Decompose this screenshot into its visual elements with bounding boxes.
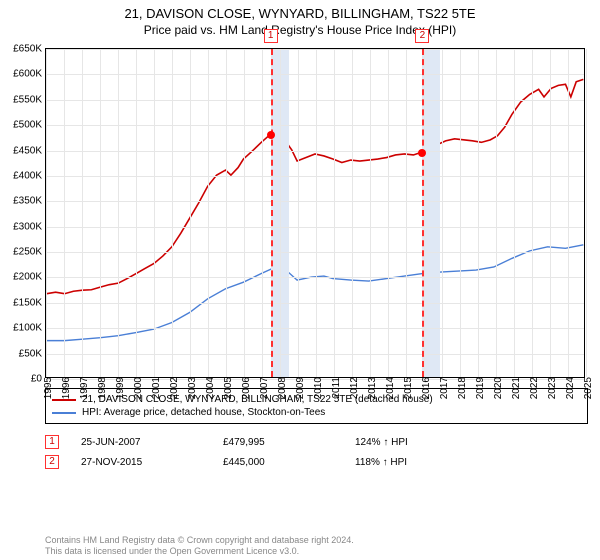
gridline-v [208,49,209,377]
gridline-v [532,49,533,377]
gridline-v [352,49,353,377]
gridline-v [82,49,83,377]
gridline-v [496,49,497,377]
y-axis-label: £350K [13,196,46,207]
gridline-h [46,176,584,177]
gridline-v [244,49,245,377]
marker-line [271,49,273,377]
footer-line-1: Contains HM Land Registry data © Crown c… [45,535,588,546]
footer-line-2: This data is licensed under the Open Gov… [45,546,588,557]
gridline-h [46,49,584,50]
transaction-price: £479,995 [223,437,333,448]
gridline-h [46,125,584,126]
legend-swatch [52,412,76,414]
transaction-row: 2 27-NOV-2015 £445,000 118% ↑ HPI [45,452,588,472]
legend-row: 21, DAVISON CLOSE, WYNYARD, BILLINGHAM, … [52,393,581,406]
gridline-v [136,49,137,377]
marker-dot [418,149,426,157]
transaction-date: 25-JUN-2007 [81,437,201,448]
attribution-footer: Contains HM Land Registry data © Crown c… [45,535,588,558]
gridline-h [46,252,584,253]
gridline-v [46,49,47,377]
transaction-row: 1 25-JUN-2007 £479,995 124% ↑ HPI [45,432,588,452]
gridline-h [46,100,584,101]
gridline-v [406,49,407,377]
y-axis-label: £650K [13,44,46,55]
gridline-v [64,49,65,377]
gridline-v [100,49,101,377]
y-axis-label: £250K [13,247,46,258]
gridline-h [46,74,584,75]
gridline-v [514,49,515,377]
gridline-v [388,49,389,377]
transaction-price: £445,000 [223,457,333,468]
gridline-v [298,49,299,377]
transaction-delta: 118% ↑ HPI [355,457,475,468]
gridline-h [46,227,584,228]
y-axis-label: £150K [13,297,46,308]
legend: 21, DAVISON CLOSE, WYNYARD, BILLINGHAM, … [45,388,588,424]
gridline-v [478,49,479,377]
gridline-v [226,49,227,377]
gridline-v [118,49,119,377]
y-axis-label: £50K [19,348,46,359]
y-axis-label: £550K [13,94,46,105]
gridline-v [460,49,461,377]
transaction-marker-box: 1 [45,435,59,449]
gridline-h [46,328,584,329]
gridline-v [334,49,335,377]
series-line [47,79,584,293]
legend-swatch [52,399,76,401]
gridline-h [46,354,584,355]
chart-subtitle: Price paid vs. HM Land Registry's House … [0,21,600,37]
marker-box: 2 [415,29,429,43]
y-axis-label: £300K [13,221,46,232]
gridline-v [262,49,263,377]
chart-title: 21, DAVISON CLOSE, WYNYARD, BILLINGHAM, … [0,0,600,21]
chart-plot-area: £0£50K£100K£150K£200K£250K£300K£350K£400… [45,48,585,378]
marker-dot [267,131,275,139]
gridline-v [280,49,281,377]
gridline-v [586,49,587,377]
gridline-v [568,49,569,377]
transaction-marker-box: 2 [45,455,59,469]
y-axis-label: £200K [13,272,46,283]
gridline-v [442,49,443,377]
y-axis-label: £600K [13,69,46,80]
y-axis-label: £500K [13,120,46,131]
gridline-h [46,303,584,304]
gridline-h [46,277,584,278]
y-axis-label: £400K [13,170,46,181]
transaction-date: 27-NOV-2015 [81,457,201,468]
transactions-table: 1 25-JUN-2007 £479,995 124% ↑ HPI 2 27-NOV-20… [45,432,588,472]
marker-box: 1 [264,29,278,43]
gridline-v [550,49,551,377]
y-axis-label: £100K [13,323,46,334]
legend-label: 21, DAVISON CLOSE, WYNYARD, BILLINGHAM, … [82,394,433,405]
gridline-v [190,49,191,377]
marker-line [422,49,424,377]
y-axis-label: £450K [13,145,46,156]
legend-row: HPI: Average price, detached house, Stoc… [52,406,581,419]
transaction-delta: 124% ↑ HPI [355,437,475,448]
gridline-v [172,49,173,377]
gridline-v [316,49,317,377]
gridline-v [154,49,155,377]
series-line [47,245,584,341]
gridline-h [46,201,584,202]
gridline-v [370,49,371,377]
legend-label: HPI: Average price, detached house, Stoc… [82,407,325,418]
gridline-h [46,151,584,152]
